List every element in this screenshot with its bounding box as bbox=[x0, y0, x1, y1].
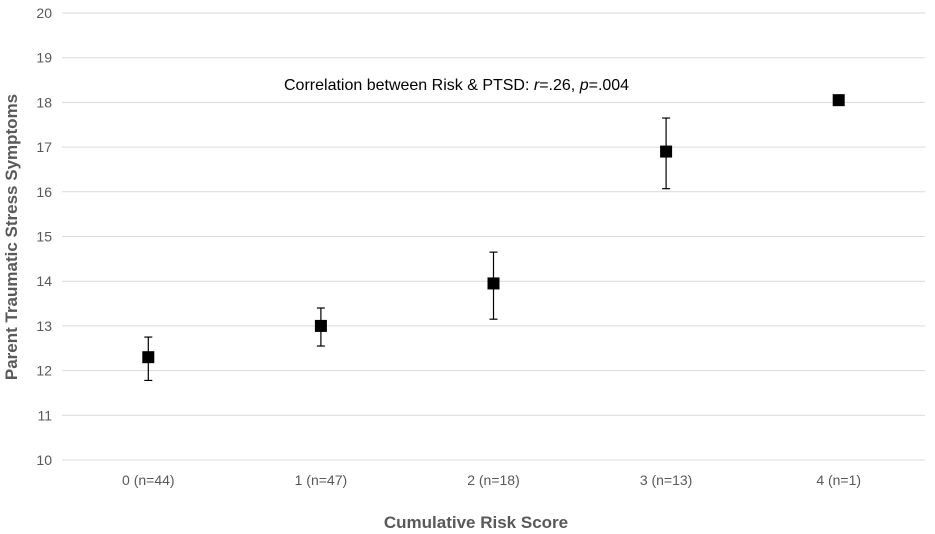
y-tick-label: 17 bbox=[36, 139, 52, 155]
y-tick-label: 12 bbox=[36, 363, 52, 379]
correlation-annotation: Correlation between Risk & PTSD: r=.26, … bbox=[284, 77, 629, 94]
x-tick-label: 2 (n=18) bbox=[467, 472, 520, 488]
x-tick-label: 3 (n=13) bbox=[640, 472, 693, 488]
annotation-r-label: r bbox=[534, 77, 540, 94]
annotation-prefix: Correlation between Risk & PTSD: bbox=[284, 77, 534, 94]
data-point-marker bbox=[832, 94, 845, 107]
annotation-r-value: =.26, bbox=[539, 77, 579, 94]
x-tick-labels: 0 (n=44) 1 (n=47) 2 (n=18) 3 (n=13) 4 (n=1) bbox=[122, 472, 861, 488]
y-tick-labels: 10 11 12 13 14 15 16 17 18 19 20 bbox=[36, 5, 52, 468]
y-axis-title: Parent Traumatic Stress Symptoms bbox=[2, 94, 21, 380]
y-tick-label: 20 bbox=[36, 5, 52, 21]
x-tick-label: 4 (n=1) bbox=[816, 472, 861, 488]
data-point-marker bbox=[660, 145, 673, 158]
x-tick-label: 1 (n=47) bbox=[295, 472, 348, 488]
x-tick-label: 0 (n=44) bbox=[122, 472, 175, 488]
x-axis-title: Cumulative Risk Score bbox=[384, 513, 568, 532]
data-point-marker bbox=[487, 277, 500, 290]
annotation-p-label: p bbox=[579, 77, 589, 94]
y-tick-label: 19 bbox=[36, 50, 52, 66]
annotation-p-value: =.004 bbox=[589, 77, 630, 94]
y-tick-label: 15 bbox=[36, 229, 52, 245]
y-tick-label: 13 bbox=[36, 318, 52, 334]
data-point-marker bbox=[314, 319, 327, 332]
y-tick-label: 18 bbox=[36, 94, 52, 110]
error-bars bbox=[144, 117, 671, 382]
data-points bbox=[142, 94, 845, 364]
y-tick-label: 11 bbox=[37, 407, 52, 423]
y-tick-label: 10 bbox=[36, 452, 52, 468]
data-point-marker bbox=[142, 351, 155, 364]
y-tick-label: 16 bbox=[36, 184, 52, 200]
y-tick-label: 14 bbox=[36, 273, 52, 289]
